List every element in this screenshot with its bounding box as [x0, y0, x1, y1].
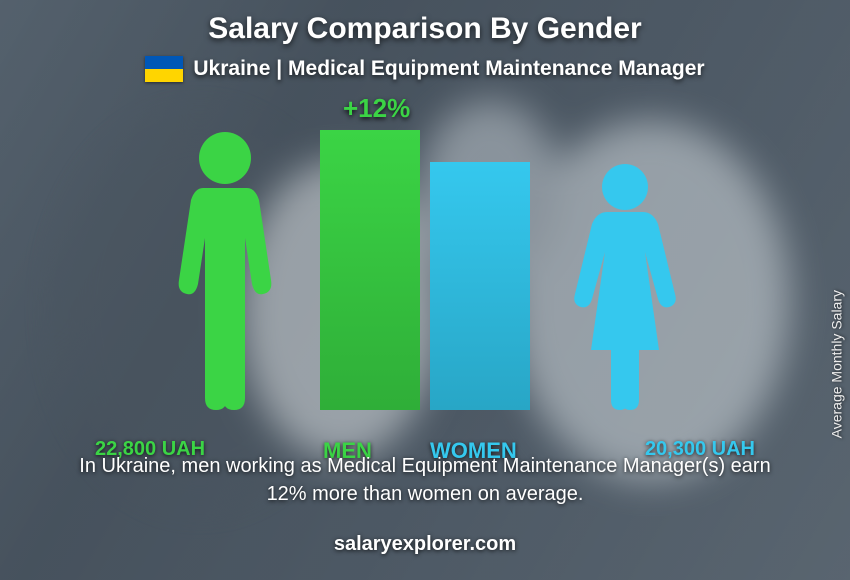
- ukraine-flag-icon: [145, 56, 183, 82]
- country-label: Ukraine: [193, 57, 270, 80]
- men-salary-bar: [320, 130, 420, 410]
- gender-salary-chart: +12% 22,800 UAH MEN WOMEN 20,300 UAH: [105, 110, 745, 440]
- women-salary-bar: [430, 162, 530, 410]
- subtitle: Ukraine | Medical Equipment Maintenance …: [193, 57, 704, 81]
- separator: |: [276, 57, 282, 80]
- job-label: Medical Equipment Maintenance Manager: [288, 57, 705, 80]
- description-text: In Ukraine, men working as Medical Equip…: [60, 452, 790, 508]
- male-person-icon: [165, 130, 285, 410]
- subtitle-row: Ukraine | Medical Equipment Maintenance …: [0, 56, 850, 82]
- site-credit: salaryexplorer.com: [0, 533, 850, 556]
- header: Salary Comparison By Gender Ukraine | Me…: [0, 12, 850, 82]
- men-pct-delta: +12%: [343, 93, 410, 124]
- y-axis-label: Average Monthly Salary: [828, 290, 844, 438]
- page-title: Salary Comparison By Gender: [0, 12, 850, 46]
- female-person-icon: [565, 162, 685, 410]
